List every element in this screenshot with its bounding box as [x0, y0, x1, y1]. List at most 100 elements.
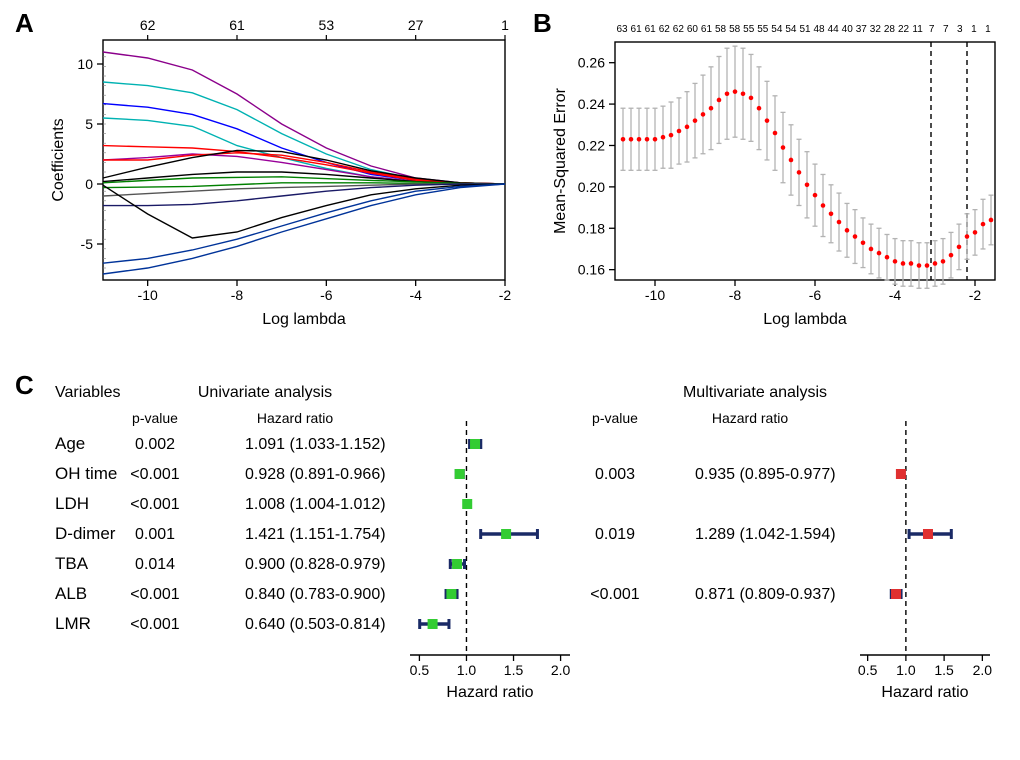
svg-text:<0.001: <0.001 [130, 586, 179, 603]
svg-text:p-value: p-value [592, 410, 638, 426]
panel-c-forest: Variables Univariate analysis Multivariate… [15, 375, 1005, 755]
svg-text:Hazard ratio: Hazard ratio [712, 410, 788, 426]
svg-text:OH time: OH time [55, 464, 117, 483]
svg-text:55: 55 [743, 24, 755, 35]
svg-text:62: 62 [659, 24, 671, 35]
svg-text:0.001: 0.001 [135, 526, 175, 543]
svg-text:1.008 (1.004-1.012): 1.008 (1.004-1.012) [245, 496, 386, 513]
svg-text:28: 28 [884, 24, 896, 35]
svg-text:61: 61 [645, 24, 657, 35]
svg-text:1: 1 [971, 24, 977, 35]
svg-text:62: 62 [673, 24, 685, 35]
svg-text:7: 7 [929, 24, 935, 35]
svg-text:-10: -10 [138, 287, 158, 303]
panel-a-chart: -10-8-6-4-2-50510626153271Log lambdaCoef… [45, 10, 515, 330]
svg-text:1.0: 1.0 [896, 662, 916, 678]
svg-text:10: 10 [77, 56, 93, 72]
figure-root: A B C -10-8-6-4-2-50510626153271Log lamb… [0, 0, 1020, 760]
svg-text:11: 11 [912, 24, 923, 35]
svg-text:0.16: 0.16 [578, 262, 605, 278]
svg-text:Hazard ratio: Hazard ratio [257, 410, 333, 426]
svg-text:-10: -10 [645, 287, 665, 303]
svg-text:1.5: 1.5 [504, 662, 524, 678]
svg-text:0.928 (0.891-0.966): 0.928 (0.891-0.966) [245, 466, 386, 483]
svg-text:0: 0 [85, 176, 93, 192]
svg-text:Hazard ratio: Hazard ratio [881, 684, 968, 701]
svg-text:61: 61 [229, 17, 245, 33]
svg-text:51: 51 [799, 24, 811, 35]
svg-text:ALB: ALB [55, 584, 87, 603]
svg-text:0.5: 0.5 [858, 662, 878, 678]
svg-text:7: 7 [943, 24, 949, 35]
svg-text:-2: -2 [499, 287, 512, 303]
svg-text:0.002: 0.002 [135, 436, 175, 453]
svg-text:TBA: TBA [55, 554, 89, 573]
svg-text:Age: Age [55, 434, 85, 453]
svg-text:55: 55 [757, 24, 769, 35]
svg-text:Coefficients: Coefficients [50, 118, 67, 201]
svg-text:0.019: 0.019 [595, 526, 635, 543]
svg-text:Multivariate analysis: Multivariate analysis [683, 384, 827, 401]
svg-text:58: 58 [715, 24, 727, 35]
svg-text:1.091 (1.033-1.152): 1.091 (1.033-1.152) [245, 436, 386, 453]
svg-text:1.289 (1.042-1.594): 1.289 (1.042-1.594) [695, 526, 836, 543]
svg-text:54: 54 [785, 24, 797, 35]
svg-text:Hazard ratio: Hazard ratio [446, 684, 533, 701]
svg-text:LMR: LMR [55, 614, 91, 633]
svg-text:<0.001: <0.001 [130, 616, 179, 633]
svg-text:58: 58 [729, 24, 741, 35]
svg-text:3: 3 [957, 24, 963, 35]
svg-text:<0.001: <0.001 [130, 466, 179, 483]
svg-text:-6: -6 [320, 287, 333, 303]
svg-text:22: 22 [898, 24, 910, 35]
svg-text:1.5: 1.5 [934, 662, 954, 678]
svg-text:0.014: 0.014 [135, 556, 175, 573]
svg-text:0.18: 0.18 [578, 220, 605, 236]
svg-text:44: 44 [828, 24, 840, 35]
svg-text:60: 60 [687, 24, 699, 35]
svg-text:61: 61 [631, 24, 643, 35]
svg-text:-5: -5 [81, 236, 94, 252]
svg-text:0.900 (0.828-0.979): 0.900 (0.828-0.979) [245, 556, 386, 573]
svg-text:63: 63 [616, 24, 628, 35]
svg-text:0.871 (0.809-0.937): 0.871 (0.809-0.937) [695, 586, 836, 603]
panel-label-a: A [15, 8, 34, 39]
svg-text:<0.001: <0.001 [130, 496, 179, 513]
svg-text:2.0: 2.0 [551, 662, 571, 678]
svg-text:Mean-Squared Error: Mean-Squared Error [552, 87, 569, 234]
svg-text:0.20: 0.20 [578, 179, 605, 195]
svg-text:62: 62 [140, 17, 156, 33]
svg-text:-4: -4 [889, 287, 902, 303]
svg-text:40: 40 [842, 24, 854, 35]
svg-text:Log lambda: Log lambda [763, 311, 847, 328]
svg-text:Univariate analysis: Univariate analysis [198, 384, 332, 401]
svg-text:-8: -8 [231, 287, 244, 303]
svg-text:54: 54 [771, 24, 783, 35]
panel-b-chart: -10-8-6-4-20.160.180.200.220.240.2663616… [545, 10, 1005, 330]
svg-text:32: 32 [870, 24, 882, 35]
svg-text:Log lambda: Log lambda [262, 311, 346, 328]
svg-text:48: 48 [814, 24, 826, 35]
svg-text:1: 1 [985, 24, 991, 35]
svg-text:-8: -8 [729, 287, 742, 303]
svg-text:0.640 (0.503-0.814): 0.640 (0.503-0.814) [245, 616, 386, 633]
svg-text:Variables: Variables [55, 384, 121, 401]
svg-text:5: 5 [85, 116, 93, 132]
svg-text:1.0: 1.0 [457, 662, 477, 678]
svg-text:p-value: p-value [132, 410, 178, 426]
svg-text:2.0: 2.0 [973, 662, 993, 678]
svg-text:0.26: 0.26 [578, 55, 605, 71]
svg-text:D-dimer: D-dimer [55, 524, 116, 543]
svg-text:0.5: 0.5 [410, 662, 430, 678]
svg-text:1: 1 [501, 17, 509, 33]
svg-text:-2: -2 [969, 287, 982, 303]
svg-text:0.840 (0.783-0.900): 0.840 (0.783-0.900) [245, 586, 386, 603]
svg-text:0.935 (0.895-0.977): 0.935 (0.895-0.977) [695, 466, 836, 483]
svg-text:61: 61 [701, 24, 713, 35]
svg-text:0.22: 0.22 [578, 137, 605, 153]
svg-text:1.421 (1.151-1.754): 1.421 (1.151-1.754) [245, 526, 386, 543]
svg-text:-4: -4 [409, 287, 422, 303]
svg-text:53: 53 [319, 17, 335, 33]
svg-text:<0.001: <0.001 [590, 586, 639, 603]
svg-text:LDH: LDH [55, 494, 89, 513]
